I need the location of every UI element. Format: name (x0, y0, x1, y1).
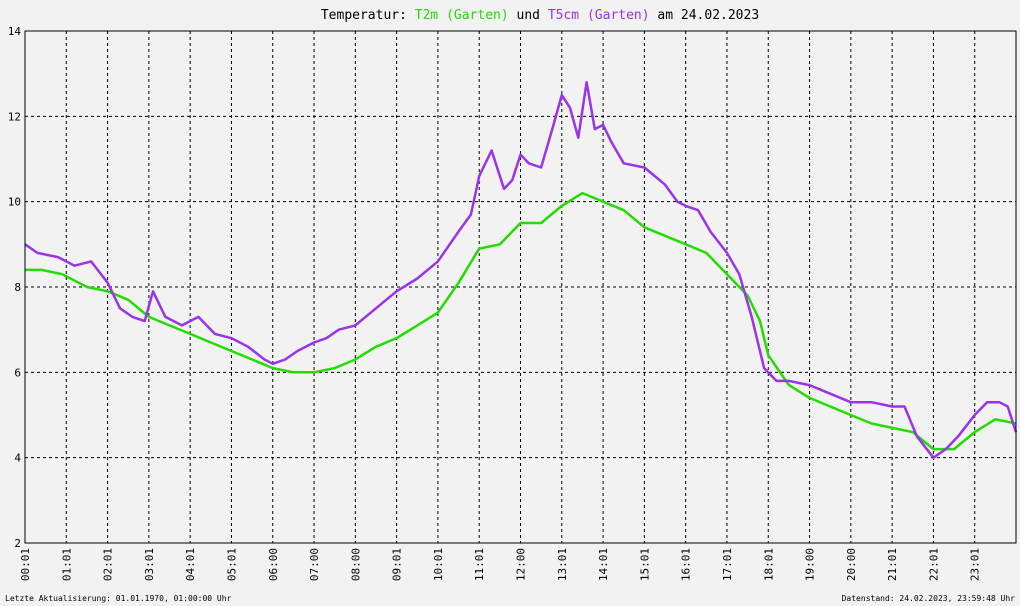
title-prefix: Temperatur: (321, 8, 415, 23)
y-tick-label: 12 (8, 110, 21, 123)
grid-layer (25, 31, 1016, 543)
title-series-t5cm: T5cm (Garten) (548, 8, 650, 23)
series-layer (24, 80, 1018, 459)
x-tick-label: 19:00 (804, 548, 817, 581)
x-tick-label: 09:01 (391, 548, 404, 581)
title-suffix: am 24.02.2023 (650, 8, 760, 23)
series-line-t2m (25, 191, 1017, 451)
plot-frame (24, 30, 1017, 544)
x-tick-label: 16:01 (680, 548, 693, 581)
series-line-t5cm (24, 80, 1018, 459)
x-tick-label: 12:00 (515, 548, 528, 581)
x-tick-label: 14:01 (597, 548, 610, 581)
y-tick-label: 6 (14, 366, 21, 379)
x-tick-label: 18:01 (762, 548, 775, 581)
footer-last-update: Letzte Aktualisierung: 01.01.1970, 01:00… (5, 594, 232, 603)
title-series-t2m: T2m (Garten) (415, 8, 509, 23)
x-tick-label: 06:00 (267, 548, 280, 581)
x-tick-label: 02:01 (102, 548, 115, 581)
chart-title: Temperatur: T2m (Garten) und T5cm (Garte… (321, 8, 759, 23)
x-tick-label: 17:01 (721, 548, 734, 581)
y-tick-label: 10 (8, 196, 21, 209)
x-tick-label: 04:01 (184, 548, 197, 581)
x-tick-label: 15:01 (638, 548, 651, 581)
x-tick-label: 00:01 (19, 548, 32, 581)
y-tick-label: 4 (14, 452, 21, 465)
tick-label-layer: 2 4 6 8 10 12 14 00:01 01:01 02:01 03:01 04:01 05:01… (8, 25, 982, 581)
x-tick-label: 07:00 (308, 548, 321, 581)
x-tick-label: 08:00 (349, 548, 362, 581)
x-tick-label: 13:01 (556, 548, 569, 581)
footer-data-status: Datenstand: 24.02.2023, 23:59:48 Uhr (842, 594, 1016, 603)
x-tick-label: 23:01 (969, 548, 982, 581)
y-tick-label: 14 (8, 25, 22, 38)
x-tick-label: 20:00 (845, 548, 858, 581)
x-tick-label: 21:01 (886, 548, 899, 581)
x-tick-label: 10:01 (432, 548, 445, 581)
x-tick-label: 22:01 (927, 548, 940, 581)
y-tick-label: 2 (14, 537, 21, 550)
y-tick-label: 8 (14, 281, 21, 294)
x-tick-label: 11:01 (473, 548, 486, 581)
x-tick-label: 01:01 (60, 548, 73, 581)
x-tick-label: 05:01 (225, 548, 238, 581)
x-tick-label: 03:01 (143, 548, 156, 581)
title-mid: und (509, 8, 548, 23)
